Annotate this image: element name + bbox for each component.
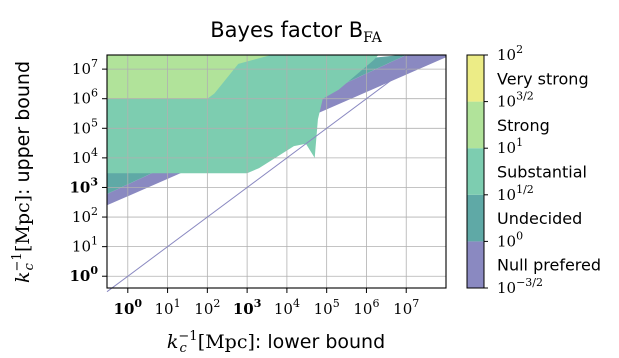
- y-axis-label: k−1c [Mpc]: upper bound: [10, 61, 37, 283]
- y-tick-label: 105: [72, 116, 98, 137]
- diagonal-line: [106, 54, 426, 293]
- x-tick-label: 107: [393, 297, 419, 318]
- colorbar-segment-null-prefered: [467, 241, 484, 288]
- x-tick-label: 106: [353, 297, 379, 318]
- chart-title-text: Bayes factor B: [210, 18, 363, 42]
- x-ticks: 100 101 102 103 104 105 106 107: [114, 288, 419, 318]
- contour-regions: [107, 55, 446, 206]
- y-axis-label-text: : upper bound: [12, 61, 34, 195]
- y-tick-label: 100: [69, 264, 98, 285]
- y-ticks: 100 101 102 103 104 105 106 107: [69, 57, 107, 285]
- y-axis-label-sup: −1: [10, 252, 25, 271]
- colorbar-tick-label: 102: [497, 43, 523, 64]
- region-strong: [107, 55, 272, 99]
- x-tick-label: 102: [194, 297, 220, 318]
- y-tick-label: 101: [72, 235, 98, 256]
- y-axis-label-symbol: k: [12, 272, 34, 284]
- colorbar-level-label: Strong: [497, 116, 550, 135]
- colorbar-segment-substantial: [467, 148, 484, 195]
- y-tick-label: 106: [72, 87, 98, 108]
- chart-title: Bayes factor BFA: [210, 18, 382, 46]
- colorbar-segment-strong: [467, 101, 484, 149]
- colorbar-level-label: Very strong: [497, 69, 589, 88]
- y-axis-label-sub: c: [22, 262, 37, 270]
- plot-area: 100 101 102 103 104 105 106 107 100 101 102 103 104…: [69, 54, 447, 318]
- x-axis-label: k−1 c [Mpc]: lower bound: [167, 329, 385, 356]
- colorbar-level-label: Null prefered: [497, 256, 601, 275]
- colorbar-tick-label: 101: [497, 136, 523, 157]
- y-axis-label-unit: [Mpc]: [12, 195, 34, 252]
- colorbar-level-label: Substantial: [497, 163, 587, 182]
- colorbar-segment-undecided: [467, 194, 484, 242]
- y-tick-label: 103: [69, 175, 98, 196]
- x-axis-label-text: : lower bound: [255, 331, 385, 353]
- colorbar-segment-very-strong: [467, 55, 484, 102]
- plot-frame: [106, 54, 447, 289]
- grid-lines: [107, 55, 446, 288]
- x-tick-label: 101: [155, 297, 181, 318]
- colorbar-tick-label: 103/2: [497, 90, 534, 111]
- x-tick-label: 105: [314, 297, 340, 318]
- x-axis-label-symbol: k: [167, 331, 179, 353]
- x-axis-label-unit: [Mpc]: [198, 331, 255, 353]
- x-tick-label: 100: [114, 297, 143, 318]
- x-axis-label-sub: c: [180, 341, 188, 356]
- y-tick-label: 104: [72, 146, 98, 167]
- colorbar-frame: [466, 54, 485, 289]
- colorbar-tick-label: 10−3/2: [497, 276, 543, 297]
- x-tick-label: 104: [274, 297, 300, 318]
- chart-title-subscript: FA: [363, 30, 382, 46]
- y-tick-label: 107: [72, 57, 98, 78]
- colorbar-tick-label: 100: [497, 229, 523, 250]
- x-axis-label-sup: −1: [178, 329, 197, 344]
- colorbar-level-label: Undecided: [497, 209, 582, 228]
- colorbar-tick-label: 101/2: [497, 183, 534, 204]
- x-tick-label: 103: [233, 297, 262, 318]
- y-tick-label: 102: [72, 205, 98, 226]
